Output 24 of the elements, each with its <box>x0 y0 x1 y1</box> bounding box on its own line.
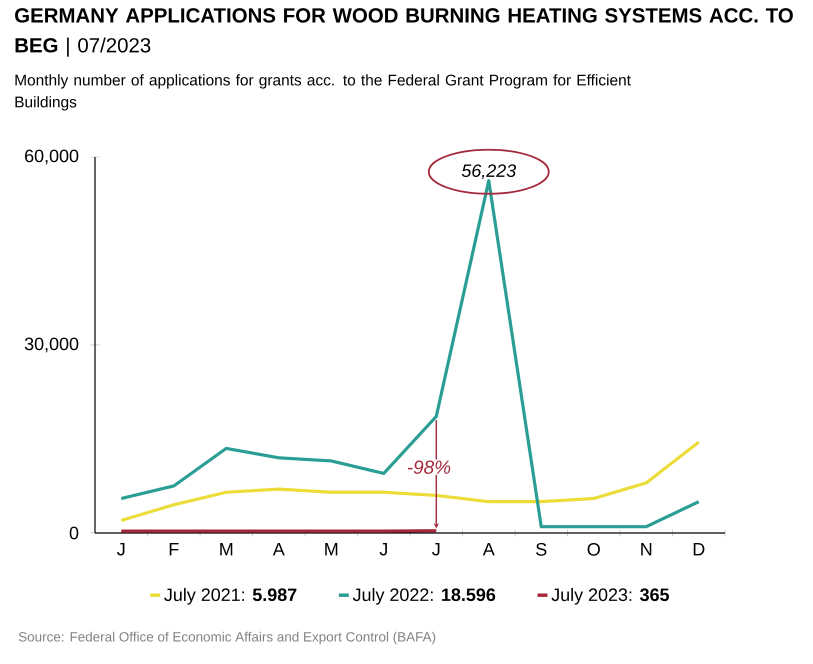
x-tick-label: J <box>432 543 440 556</box>
y-tick-label: 60,000 <box>25 150 78 164</box>
y-tick-label: 0 <box>70 526 78 540</box>
x-tick-label: A <box>482 543 495 556</box>
annotation: -98% <box>408 460 450 474</box>
x-tick-label: J <box>380 543 387 556</box>
x-tick-label: A <box>272 543 285 556</box>
x-tick-label: O <box>588 542 600 556</box>
chart-title: GERMANY APPLICATIONS FOR WOOD BURNING HEATING SYSTEMS ACC. TO BEG | 07/2023 <box>15 8 793 57</box>
x-tick-label: M <box>220 543 232 556</box>
source-note: Source: Federal Office of Economic Affairs and Export Control (BAFA) <box>18 632 436 644</box>
legend-label: July 2023: 365 <box>551 588 670 605</box>
line-series <box>120 440 700 522</box>
legend-label: July 2021: 5.987 <box>164 588 296 605</box>
legend-label: July 2022: 18.596 <box>352 588 496 605</box>
x-tick-label: S <box>536 542 546 556</box>
x-tick-label: N <box>641 543 652 556</box>
chart-subtitle: Monthly number of applications for grants acc. to the Federal Grant Program for Efficient Buildings <box>15 74 631 110</box>
x-tick-label: J <box>117 543 124 556</box>
x-tick-label: M <box>325 543 338 556</box>
x-tick-label: D <box>694 543 704 556</box>
y-tick-label: 30,000 <box>24 338 78 352</box>
x-tick-label: F <box>170 543 179 556</box>
data-label: 56,223 <box>462 164 516 180</box>
